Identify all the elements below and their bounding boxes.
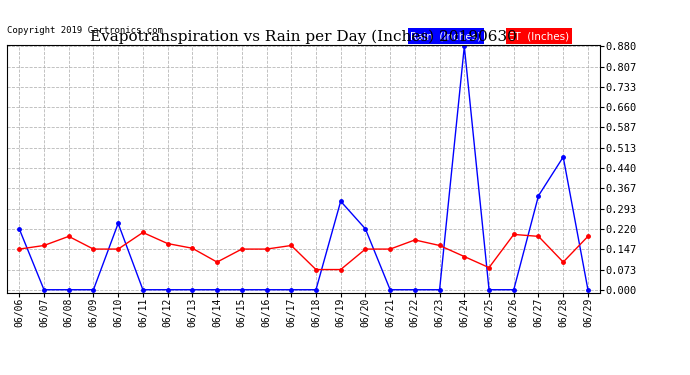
Text: Copyright 2019 Cartronics.com: Copyright 2019 Cartronics.com [7, 26, 163, 35]
Title: Evapotranspiration vs Rain per Day (Inches) 20190630: Evapotranspiration vs Rain per Day (Inch… [90, 30, 517, 44]
Text: ET  (Inches): ET (Inches) [509, 31, 569, 41]
Text: Rain  (Inches): Rain (Inches) [411, 31, 482, 41]
